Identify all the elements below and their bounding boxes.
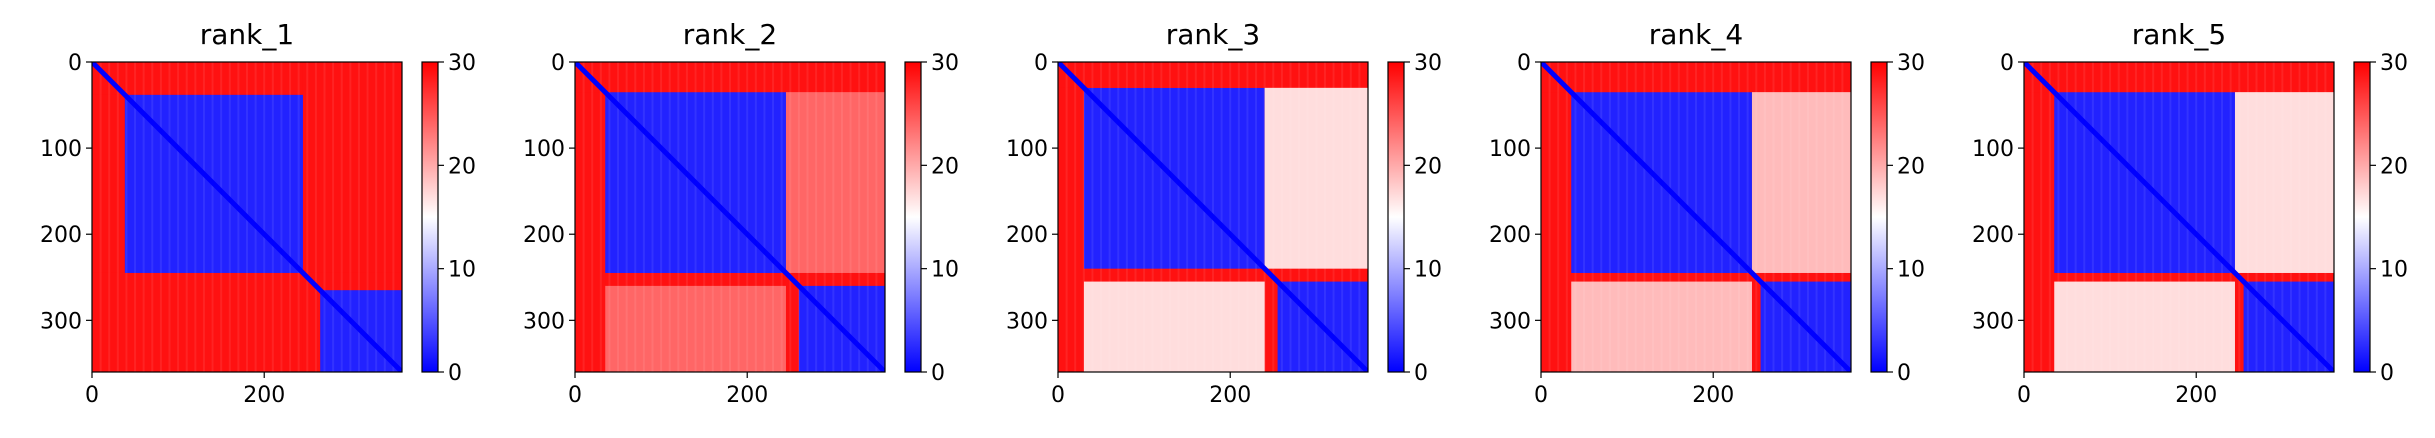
x-tick-label: 0: [568, 383, 582, 408]
y-tick-label: 0: [1517, 51, 1531, 76]
heatmap-block: [1084, 282, 1265, 372]
colorbar-tick-label: 30: [2380, 51, 2408, 76]
y-tick-label: 100: [1972, 137, 2014, 162]
colorbar-tick-label: 0: [1897, 361, 1911, 386]
panel-title: rank_4: [1649, 18, 1743, 51]
y-tick-label: 0: [1034, 51, 1048, 76]
x-tick-label: 200: [1692, 383, 1734, 408]
y-tick-label: 200: [523, 223, 565, 248]
colorbar-tick-label: 0: [2380, 361, 2394, 386]
y-tick-label: 300: [1489, 309, 1531, 334]
x-tick-label: 200: [726, 383, 768, 408]
heatmap-panel-1: rank_1 0 100 200 300 0 200 0 10 20 30: [40, 18, 476, 408]
y-tick-label: 100: [40, 137, 82, 162]
heatmap-panel-2: rank_2 0 100 200 300 0 200 0 10 20 30: [523, 18, 959, 408]
colorbar-tick-label: 10: [1414, 258, 1442, 283]
x-tick-label: 200: [2175, 383, 2217, 408]
heatmap-block: [1084, 62, 1265, 88]
y-tick-label: 0: [68, 51, 82, 76]
panel-title: rank_5: [2132, 18, 2226, 51]
colorbar-tick-label: 10: [1897, 258, 1925, 283]
y-tick-label: 0: [2000, 51, 2014, 76]
colorbar-tick-label: 10: [931, 258, 959, 283]
y-tick-label: 300: [40, 309, 82, 334]
panel-title: rank_2: [683, 18, 777, 51]
panel-title: rank_1: [200, 18, 294, 51]
heatmap-block: [1058, 88, 1084, 372]
x-tick-label: 200: [1209, 383, 1251, 408]
colorbar: [1871, 62, 1887, 372]
heatmap-panel-3: rank_3 0 100 200 300 0 200 0 10 20 30: [1006, 18, 1442, 408]
colorbar-tick-label: 20: [1897, 154, 1925, 179]
x-tick-label: 0: [85, 383, 99, 408]
colorbar-tick-label: 10: [448, 258, 476, 283]
heatmap-block: [2235, 92, 2334, 273]
colorbar-tick-label: 20: [931, 154, 959, 179]
colorbar-tick-label: 20: [1414, 154, 1442, 179]
y-tick-label: 200: [40, 223, 82, 248]
colorbar: [905, 62, 921, 372]
y-tick-label: 200: [1006, 223, 1048, 248]
heatmap-block: [786, 92, 885, 273]
y-tick-label: 300: [523, 309, 565, 334]
colorbar: [2354, 62, 2370, 372]
colorbar: [1388, 62, 1404, 372]
colorbar-tick-label: 0: [448, 361, 462, 386]
colorbar-tick-label: 30: [1897, 51, 1925, 76]
y-tick-label: 100: [1489, 137, 1531, 162]
colorbar-tick-label: 0: [1414, 361, 1428, 386]
y-tick-label: 100: [523, 137, 565, 162]
x-tick-label: 0: [2017, 383, 2031, 408]
x-tick-label: 0: [1534, 383, 1548, 408]
colorbar: [422, 62, 438, 372]
colorbar-tick-label: 30: [931, 51, 959, 76]
colorbar-tick-label: 30: [1414, 51, 1442, 76]
y-tick-label: 200: [1972, 223, 2014, 248]
y-tick-label: 200: [1489, 223, 1531, 248]
heatmap-block: [92, 273, 303, 372]
y-tick-label: 0: [551, 51, 565, 76]
colorbar-tick-label: 0: [931, 361, 945, 386]
y-tick-label: 300: [1972, 309, 2014, 334]
colorbar-tick-label: 30: [448, 51, 476, 76]
y-tick-label: 100: [1006, 137, 1048, 162]
heatmap-block: [303, 62, 402, 273]
y-tick-label: 300: [1006, 309, 1048, 334]
x-tick-label: 200: [243, 383, 285, 408]
colorbar-tick-label: 20: [448, 154, 476, 179]
x-tick-label: 0: [1051, 383, 1065, 408]
colorbar-tick-label: 10: [2380, 258, 2408, 283]
heatmap-block: [1752, 92, 1851, 273]
heatmap-panel-4: rank_4 0 100 200 300 0 200 0 10 20 30: [1489, 18, 1925, 408]
panel-title: rank_3: [1166, 18, 1260, 51]
heatmap-panel-5: rank_5 0 100 200 300 0 200 0 10 20 30: [1972, 18, 2408, 408]
colorbar-tick-label: 20: [2380, 154, 2408, 179]
